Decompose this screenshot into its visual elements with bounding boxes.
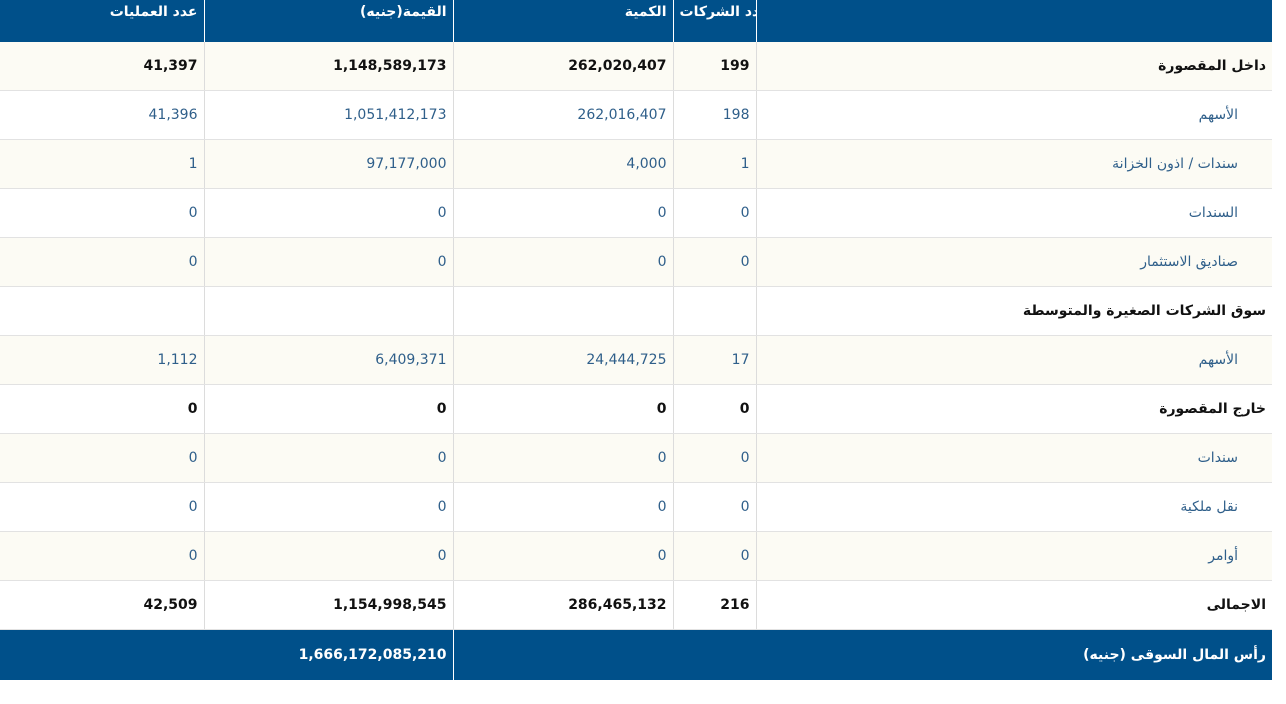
row-label: أوامر (755, 531, 1272, 581)
value-cell: 0 (203, 237, 453, 287)
operations-cell: 41,396 (0, 90, 204, 140)
operations-cell: 41,397 (0, 42, 204, 91)
value-cell (203, 286, 453, 336)
table-row: 0 0 0 0 السندات (0, 188, 1272, 238)
quantity-cell (452, 286, 673, 336)
companies-cell: 1 (672, 139, 756, 189)
row-label: الأسهم (755, 335, 1272, 385)
market-cap-label: رأس المال السوقى (جنيه) (453, 629, 1272, 680)
quantity-cell: 262,016,407 (452, 90, 673, 140)
operations-cell: 1 (0, 139, 204, 189)
value-cell: 97,177,000 (203, 139, 453, 189)
row-label: الأسهم (755, 90, 1272, 140)
market-cap-value: 1,666,172,085,210 (0, 629, 454, 680)
table-row: 1 97,177,000 4,000 1 سندات / اذون الخزان… (0, 139, 1272, 189)
header-quantity: الكمية (452, 0, 673, 42)
table-row: 0 0 0 0 نقل ملكية (0, 482, 1272, 532)
value-cell: 6,409,371 (203, 335, 453, 385)
value-cell: 1,154,998,545 (203, 580, 453, 630)
table-row: 1,112 6,409,371 24,444,725 17 الأسهم (0, 335, 1272, 385)
table-row: 41,397 1,148,589,173 262,020,407 199 داخ… (0, 42, 1272, 91)
quantity-cell: 0 (452, 433, 673, 483)
row-label: خارج المقصورة (755, 384, 1272, 434)
header-companies: عدد الشركات (672, 0, 756, 42)
companies-cell: 0 (672, 384, 756, 434)
quantity-cell: 0 (452, 188, 673, 238)
companies-cell: 0 (672, 237, 756, 287)
companies-cell: 0 (672, 482, 756, 532)
value-cell: 0 (203, 433, 453, 483)
companies-cell: 17 (672, 335, 756, 385)
row-label: سوق الشركات الصغيرة والمتوسطة (755, 286, 1272, 336)
companies-cell: 0 (672, 433, 756, 483)
quantity-cell: 286,465,132 (452, 580, 673, 630)
table-row: سوق الشركات الصغيرة والمتوسطة (0, 286, 1272, 336)
companies-cell (672, 286, 756, 336)
market-cap-row: 1,666,172,085,210 رأس المال السوقى (جنيه… (0, 629, 1272, 680)
quantity-cell: 4,000 (452, 139, 673, 189)
row-label: الاجمالى (755, 580, 1272, 630)
row-label: صناديق الاستثمار (755, 237, 1272, 287)
operations-cell: 0 (0, 384, 204, 434)
quantity-cell: 0 (452, 384, 673, 434)
table-row: 0 0 0 0 خارج المقصورة (0, 384, 1272, 434)
value-cell: 0 (203, 531, 453, 581)
quantity-cell: 0 (452, 531, 673, 581)
value-cell: 1,148,589,173 (203, 42, 453, 91)
operations-cell: 42,509 (0, 580, 204, 630)
quantity-cell: 0 (452, 482, 673, 532)
row-label: سندات / اذون الخزانة (755, 139, 1272, 189)
companies-cell: 0 (672, 531, 756, 581)
table-row: 0 0 0 0 أوامر (0, 531, 1272, 581)
row-label: داخل المقصورة (755, 42, 1272, 91)
operations-cell: 0 (0, 531, 204, 581)
row-label: السندات (755, 188, 1272, 238)
companies-cell: 216 (672, 580, 756, 630)
operations-cell: 0 (0, 482, 204, 532)
header-value: القيمة(جنيه) (203, 0, 453, 42)
companies-cell: 199 (672, 42, 756, 91)
table-header-row: عدد العمليات القيمة(جنيه) الكمية عدد الش… (0, 0, 1272, 42)
companies-cell: 198 (672, 90, 756, 140)
companies-cell: 0 (672, 188, 756, 238)
value-cell: 1,051,412,173 (203, 90, 453, 140)
operations-cell (0, 286, 204, 336)
table-row: 41,396 1,051,412,173 262,016,407 198 الأ… (0, 90, 1272, 140)
market-summary-table: عدد العمليات القيمة(جنيه) الكمية عدد الش… (0, 0, 1272, 680)
operations-cell: 0 (0, 188, 204, 238)
quantity-cell: 24,444,725 (452, 335, 673, 385)
header-operations: عدد العمليات (0, 0, 204, 42)
total-row: 42,509 1,154,998,545 286,465,132 216 الا… (0, 580, 1272, 630)
value-cell: 0 (203, 188, 453, 238)
table-row: 0 0 0 0 سندات (0, 433, 1272, 483)
row-label: نقل ملكية (755, 482, 1272, 532)
row-label: سندات (755, 433, 1272, 483)
quantity-cell: 0 (452, 237, 673, 287)
table-row: 0 0 0 0 صناديق الاستثمار (0, 237, 1272, 287)
quantity-cell: 262,020,407 (452, 42, 673, 91)
value-cell: 0 (203, 384, 453, 434)
value-cell: 0 (203, 482, 453, 532)
header-label (755, 0, 1272, 42)
operations-cell: 1,112 (0, 335, 204, 385)
operations-cell: 0 (0, 237, 204, 287)
operations-cell: 0 (0, 433, 204, 483)
